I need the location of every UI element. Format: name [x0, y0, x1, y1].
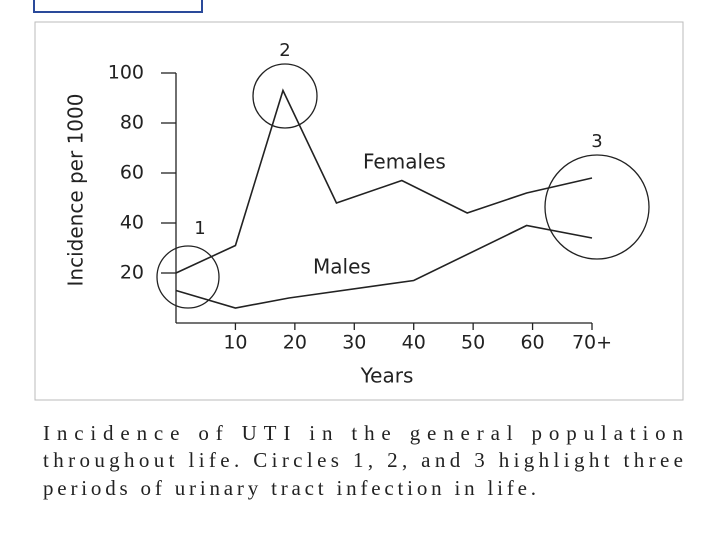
x-tick-label: 10	[223, 332, 247, 354]
circle-label: 1	[194, 218, 205, 239]
figure-frame	[34, 21, 684, 401]
x-tick-label: 70+	[572, 332, 612, 354]
y-tick-label: 100	[108, 62, 144, 84]
series-label: Males	[313, 255, 371, 279]
caption-line: periods of urinary tract infection in li…	[43, 476, 536, 500]
header-box	[33, 0, 203, 13]
highlight-circle	[544, 154, 650, 260]
x-tick-label: 60	[520, 332, 544, 354]
highlight-circle	[252, 63, 318, 129]
circle-label: 2	[279, 40, 290, 61]
x-tick-label: 40	[402, 332, 426, 354]
y-axis-label: Incidence per 1000	[64, 94, 88, 287]
y-tick-label: 40	[120, 212, 144, 234]
x-tick-label: 50	[461, 332, 485, 354]
caption-line: throughout life. Circles 1, 2, and 3 hig…	[43, 448, 683, 472]
x-axis-label: Years	[360, 364, 414, 388]
series-line	[175, 88, 593, 274]
circle-label: 3	[591, 131, 602, 152]
caption-line: Incidence of UTI in the general populati…	[43, 421, 684, 445]
series-label: Females	[363, 150, 446, 174]
y-tick-label: 20	[120, 262, 144, 284]
y-tick-label: 80	[120, 112, 144, 134]
highlight-circle	[156, 245, 220, 309]
series-line	[175, 224, 593, 309]
y-tick-label: 60	[120, 162, 144, 184]
x-tick-label: 20	[283, 332, 307, 354]
x-tick-label: 30	[342, 332, 366, 354]
